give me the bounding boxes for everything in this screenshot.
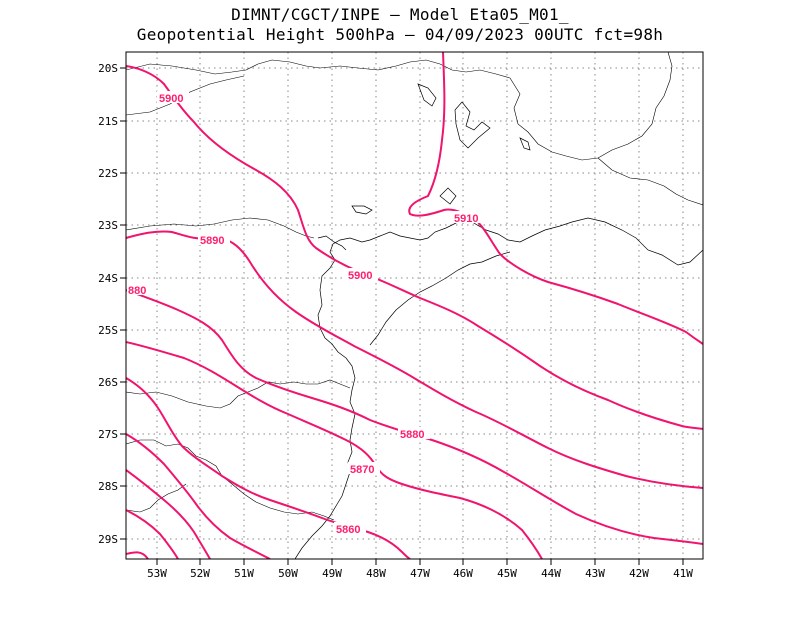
chart-title-line-2: Geopotential Height 500hPa – 04/09/2023 … [136, 25, 664, 44]
contour-label-5880: 5880 [400, 429, 424, 441]
lon-tick: 44W [541, 567, 561, 580]
contour-lines [126, 52, 703, 559]
state-border-ms [126, 75, 245, 116]
lon-tick: 42W [629, 567, 649, 580]
coastline-bay [369, 251, 511, 346]
contour-label-5900: 5900 [348, 270, 372, 282]
contour-5870 [126, 341, 543, 559]
lon-tick: 51W [234, 567, 254, 580]
lat-tick: 21S [98, 115, 118, 128]
lon-tick: 41W [673, 567, 693, 580]
country-border [126, 483, 187, 513]
coastline [294, 217, 703, 559]
lon-tick: 46W [453, 567, 473, 580]
lon-tick: 43W [585, 567, 605, 580]
lat-tick: 22S [98, 167, 118, 180]
contour-5830 [126, 509, 179, 559]
lon-tick: 49W [322, 567, 342, 580]
contour-5840 [126, 469, 211, 559]
lon-tick: 45W [497, 567, 517, 580]
lon-tick: 52W [190, 567, 210, 580]
lat-tick: 23S [98, 219, 118, 232]
chart-title-line-1: DIMNT/CGCT/INPE – Model Eta05_M01_ [231, 5, 569, 24]
map-frame [125, 51, 704, 560]
lat-tick: 25S [98, 324, 118, 337]
lat-tick: 20S [98, 62, 118, 75]
lat-tick: 28S [98, 480, 118, 493]
contour-5880 [126, 289, 703, 545]
contour-label-5870: 5870 [350, 464, 374, 476]
contour-5910 [408, 52, 703, 345]
state-border-north [126, 59, 511, 79]
tick-marks [120, 67, 684, 565]
lat-tick: 26S [98, 376, 118, 389]
contour-labels: 5910 5900 5890 5880 5870 5860 5900 880 [127, 91, 484, 536]
contour-5860 [126, 377, 411, 559]
state-border-pr-sp [126, 217, 315, 239]
lat-tick-labels: 20S 21S 22S 23S 24S 25S 26S 27S 28S 29S [98, 62, 118, 546]
state-border-pr-sc [126, 379, 351, 409]
contour-label-5860: 5860 [336, 524, 360, 536]
contour-label-5900-west: 5900 [159, 93, 183, 105]
lon-tick: 50W [278, 567, 298, 580]
contour-5890 [126, 230, 703, 489]
lon-tick: 47W [410, 567, 430, 580]
contour-5900-north [126, 65, 703, 430]
contour-label-5910: 5910 [454, 213, 478, 225]
lat-tick: 24S [98, 272, 118, 285]
lon-tick: 48W [366, 567, 386, 580]
contour-5820 [126, 551, 149, 559]
contour-5850 [126, 433, 271, 559]
lon-tick: 53W [147, 567, 167, 580]
contour-label-edge-880: 880 [128, 285, 146, 297]
lat-tick: 27S [98, 428, 118, 441]
lon-tick-labels: 53W 52W 51W 50W 49W 48W 47W 46W 45W 44W … [147, 567, 693, 580]
contour-label-5890: 5890 [200, 235, 224, 247]
state-border-mg-rj [597, 157, 703, 206]
grid-lines [126, 52, 703, 559]
lat-tick: 29S [98, 533, 118, 546]
